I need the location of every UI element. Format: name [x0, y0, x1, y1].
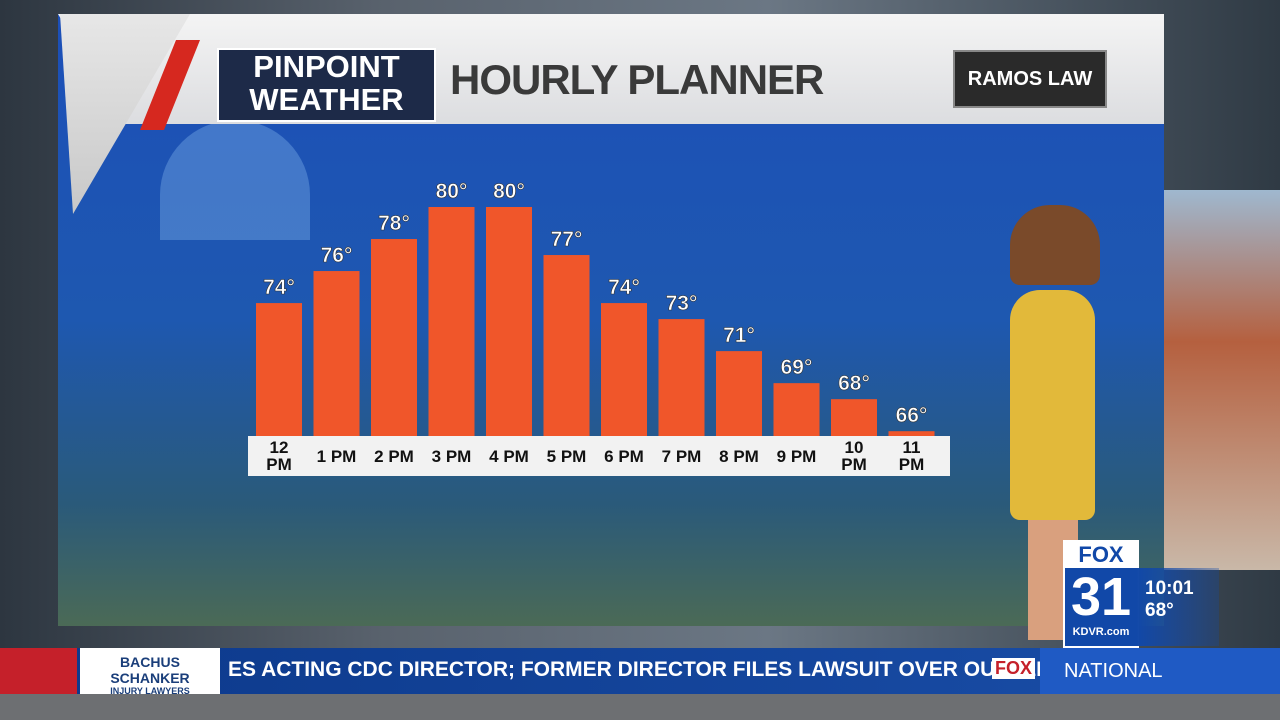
bug-site: KDVR.com — [1072, 626, 1130, 638]
bar — [601, 303, 647, 436]
sponsor-logo: RAMOS LAW — [953, 50, 1107, 108]
title: HOURLY PLANNER — [450, 56, 824, 103]
x-tick-label: 2 PM — [374, 446, 414, 466]
bar — [658, 319, 705, 436]
value-label: 78° — [378, 212, 410, 235]
bar — [256, 303, 302, 436]
bar — [371, 239, 417, 436]
value-label: 66° — [896, 404, 928, 427]
bar — [428, 207, 475, 436]
x-tick-label: 4 PM — [489, 446, 529, 466]
ticker-section: NATIONAL — [1040, 648, 1280, 694]
bug-channel: 31 — [1070, 567, 1132, 627]
ticker-sponsor-top: BACHUS SCHANKER — [110, 654, 190, 686]
bug-network: FOX — [1065, 542, 1137, 568]
x-tick-label: 8 PM — [719, 446, 759, 466]
bug-time: 10:01 — [1145, 578, 1194, 599]
x-tick-label: 7 PM — [661, 446, 702, 466]
x-tick-label: 11 PM — [898, 438, 925, 474]
value-label: 71° — [723, 324, 755, 347]
station-bug: FOX 31 KDVR.com — [1063, 540, 1139, 648]
ticker-sponsor: BACHUS SCHANKER INJURY LAWYERS — [80, 648, 220, 696]
value-label: 77° — [551, 228, 583, 251]
label-strip — [248, 436, 950, 476]
ticker-headline: ES ACTING CDC DIRECTOR; FORMER DIRECTOR … — [228, 658, 1052, 681]
ticker-network: FOX — [992, 658, 1036, 679]
value-label: 73° — [666, 292, 698, 315]
pinpoint-logo: PINPOINT WEATHER — [217, 48, 436, 122]
value-label: 74° — [608, 276, 640, 299]
value-label: 68° — [838, 372, 870, 395]
presenter-hair — [1010, 205, 1100, 285]
ticker-sponsor-bottom: INJURY LAWYERS — [110, 686, 190, 696]
x-tick-label: 12 PM — [266, 438, 292, 474]
value-label: 74° — [263, 276, 295, 299]
value-label: 80° — [436, 180, 468, 203]
x-tick-label: 3 PM — [431, 446, 472, 466]
value-label: 69° — [781, 356, 813, 379]
x-tick-label: 9 PM — [776, 446, 817, 466]
value-label: 80° — [493, 180, 525, 203]
window-city — [1150, 190, 1280, 570]
x-tick-label: 10 PM — [841, 438, 867, 474]
bar — [888, 431, 935, 436]
umbrella-art — [160, 120, 310, 240]
bar — [543, 255, 590, 436]
x-tick-label: 5 PM — [546, 446, 587, 466]
value-label: 76° — [321, 244, 353, 267]
x-tick-label: 1 PM — [316, 446, 357, 466]
logo-bottom: WEATHER — [249, 82, 404, 117]
bar — [831, 399, 877, 436]
time-temp: 10:01 68° — [1137, 568, 1219, 646]
bar — [716, 351, 762, 436]
presenter-dress — [1010, 290, 1095, 520]
bar — [486, 207, 532, 436]
bar — [313, 271, 360, 436]
bug-temp: 68° — [1145, 600, 1174, 621]
floor — [0, 694, 1280, 720]
x-tick-label: 6 PM — [604, 446, 644, 466]
logo-top: PINPOINT — [253, 49, 400, 84]
bar — [773, 383, 820, 436]
